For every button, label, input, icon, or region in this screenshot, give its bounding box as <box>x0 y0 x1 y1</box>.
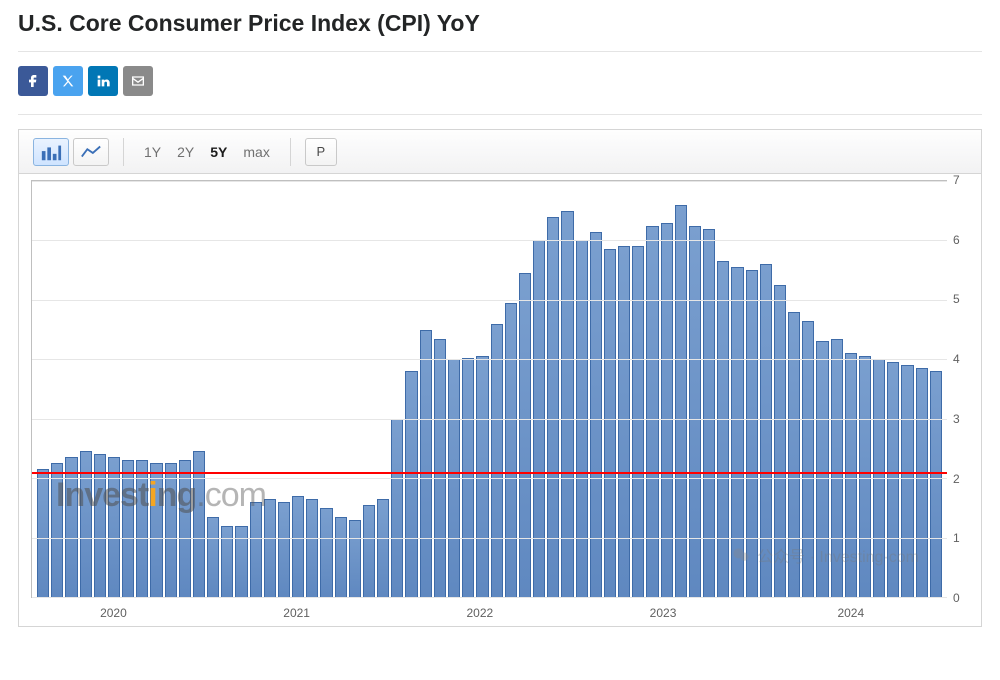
data-bar[interactable] <box>930 371 942 597</box>
data-bar[interactable] <box>661 223 673 597</box>
gridline <box>32 597 947 598</box>
plot-wrap: Investing.com 公众号 · Investing·com 0 1 2 3 4 5… <box>19 174 981 626</box>
gridline <box>32 419 947 420</box>
data-bar[interactable] <box>491 324 503 597</box>
data-bar[interactable] <box>391 419 403 597</box>
wechat-icon <box>731 545 751 565</box>
data-bar[interactable] <box>37 469 49 597</box>
data-bar[interactable] <box>292 496 304 597</box>
y-tick-label: 4 <box>953 352 960 366</box>
range-group: 1Y 2Y 5Y max <box>132 138 282 166</box>
range-max-button[interactable]: max <box>237 138 275 166</box>
gridline <box>32 181 947 182</box>
share-linkedin-button[interactable] <box>88 66 118 96</box>
chart-type-bar-button[interactable] <box>33 138 69 166</box>
data-bar[interactable] <box>689 226 701 597</box>
x-icon <box>60 73 76 89</box>
watermark-cn: 公众号 · Investing·com <box>731 543 919 567</box>
facebook-icon <box>25 73 41 89</box>
x-tick-label: 2024 <box>837 606 864 620</box>
data-bar[interactable] <box>335 517 347 597</box>
y-tick-label: 7 <box>953 173 960 187</box>
gridline <box>32 240 947 241</box>
x-tick-label: 2021 <box>283 606 310 620</box>
data-bar[interactable] <box>646 226 658 597</box>
data-bar[interactable] <box>590 232 602 597</box>
data-bar[interactable] <box>363 505 375 597</box>
y-axis: 01234567 <box>949 180 981 598</box>
x-tick-label: 2020 <box>100 606 127 620</box>
data-bar[interactable] <box>405 371 417 597</box>
data-bar[interactable] <box>604 249 616 597</box>
page-title: U.S. Core Consumer Price Index (CPI) YoY <box>18 0 982 52</box>
data-bar[interactable] <box>320 508 332 597</box>
data-bar[interactable] <box>221 526 233 597</box>
y-tick-label: 5 <box>953 292 960 306</box>
print-button[interactable]: P <box>305 138 337 166</box>
gridline <box>32 478 947 479</box>
data-bar[interactable] <box>235 526 247 597</box>
data-bar[interactable] <box>207 517 219 597</box>
data-bar[interactable] <box>349 520 361 597</box>
share-facebook-button[interactable] <box>18 66 48 96</box>
range-1y-button[interactable]: 1Y <box>138 138 167 166</box>
chart-toolbar: 1Y 2Y 5Y max P <box>19 130 981 174</box>
data-bar[interactable] <box>306 499 318 597</box>
y-tick-label: 0 <box>953 591 960 605</box>
data-bar[interactable] <box>377 499 389 597</box>
bar-chart-icon <box>40 143 62 161</box>
linkedin-icon <box>95 73 111 89</box>
chart-panel: 1Y 2Y 5Y max P Investing.com 公众号 · Inves… <box>18 129 982 627</box>
data-bar[interactable] <box>547 217 559 597</box>
data-bar[interactable] <box>476 356 488 597</box>
y-tick-label: 1 <box>953 531 960 545</box>
range-2y-button[interactable]: 2Y <box>171 138 200 166</box>
watermark-brand: Investing.com <box>56 476 266 515</box>
range-5y-button[interactable]: 5Y <box>204 138 233 166</box>
y-tick-label: 2 <box>953 472 960 486</box>
data-bar[interactable] <box>717 261 729 597</box>
share-email-button[interactable] <box>123 66 153 96</box>
data-bar[interactable] <box>505 303 517 597</box>
data-bar[interactable] <box>703 229 715 597</box>
x-tick-label: 2022 <box>466 606 493 620</box>
share-x-button[interactable] <box>53 66 83 96</box>
gridline <box>32 538 947 539</box>
data-bar[interactable] <box>250 502 262 597</box>
x-tick-label: 2023 <box>650 606 677 620</box>
chart-type-line-button[interactable] <box>73 138 109 166</box>
email-icon <box>130 73 146 89</box>
data-bar[interactable] <box>420 330 432 597</box>
reference-line <box>32 472 947 474</box>
line-chart-icon <box>80 143 102 161</box>
share-row <box>18 52 982 115</box>
plot-area[interactable]: Investing.com 公众号 · Investing·com <box>31 180 947 598</box>
data-bar[interactable] <box>561 211 573 597</box>
gridline <box>32 300 947 301</box>
y-tick-label: 3 <box>953 412 960 426</box>
gridline <box>32 359 947 360</box>
data-bar[interactable] <box>434 339 446 598</box>
x-axis: 2020 2021 2022 2023 2024 <box>31 602 947 626</box>
data-bar[interactable] <box>278 502 290 597</box>
data-bar[interactable] <box>519 273 531 597</box>
y-tick-label: 6 <box>953 233 960 247</box>
